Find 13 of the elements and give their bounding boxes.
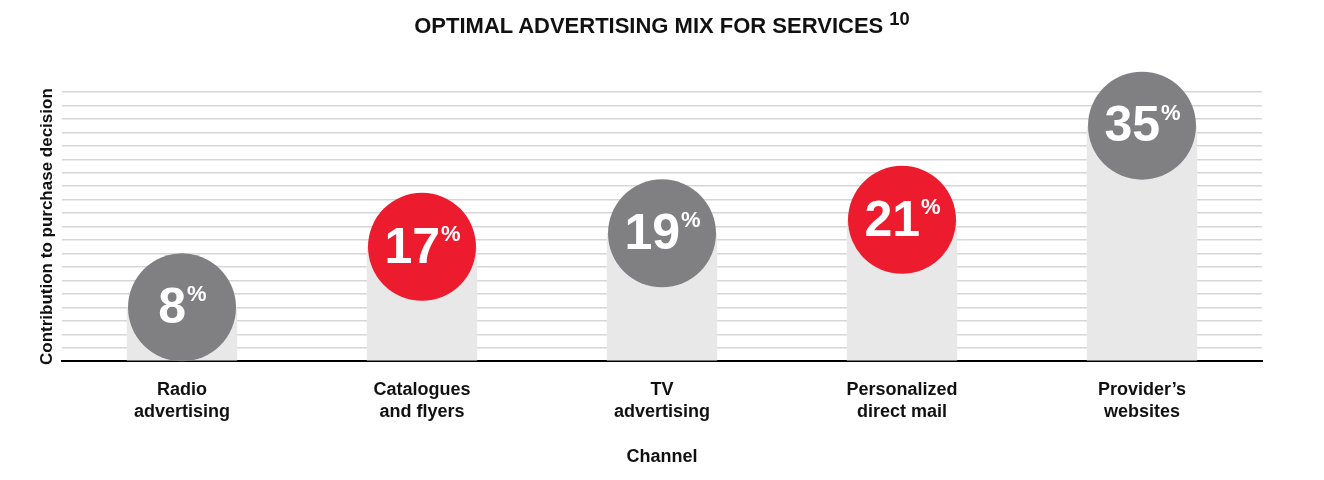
x-axis-title: Channel bbox=[626, 446, 698, 467]
data-label: 8% bbox=[158, 278, 207, 335]
data-label: 17% bbox=[384, 217, 461, 274]
x-tick-label: Personalized direct mail bbox=[846, 378, 958, 421]
data-label: 35% bbox=[1104, 96, 1181, 153]
chart-title: OPTIMAL ADVERTISING MIX FOR SERVICES $^{10}$ bbox=[413, 8, 911, 39]
data-label: 21% bbox=[864, 190, 941, 247]
x-tick-label: Catalogues and flyers bbox=[373, 378, 471, 421]
data-label: 19% bbox=[624, 204, 701, 261]
x-tick-label: TV advertising bbox=[613, 378, 711, 421]
x-tick-label: Provider’s websites bbox=[1097, 378, 1187, 421]
x-tick-label: Radio advertising bbox=[133, 378, 231, 421]
y-axis-title: Contribution to purchase decision bbox=[37, 88, 57, 365]
